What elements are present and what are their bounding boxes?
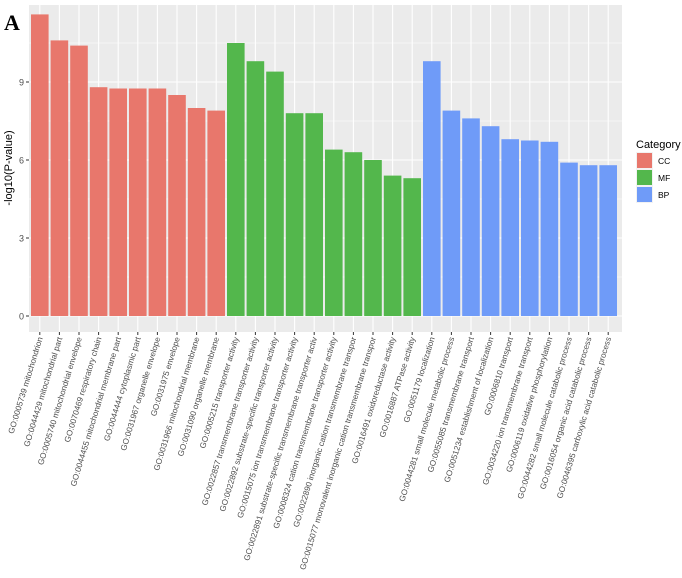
bar [462, 118, 480, 317]
bar [364, 160, 382, 316]
legend-label: BP [658, 190, 670, 200]
bar [285, 113, 304, 316]
bar [266, 71, 284, 316]
y-tick-label: 6 [19, 156, 24, 166]
y-tick-label: 3 [19, 234, 24, 244]
bars [31, 14, 617, 317]
bar [481, 126, 500, 316]
bar [109, 88, 127, 316]
bar [599, 165, 617, 316]
bar [89, 87, 108, 316]
y-axis-title: -log10(P-value) [3, 130, 15, 205]
bar [344, 152, 363, 316]
bar [403, 178, 421, 316]
legend-swatch [637, 153, 652, 168]
bar [168, 95, 186, 316]
bar [31, 14, 49, 317]
bar [148, 88, 167, 316]
bar [70, 45, 88, 316]
bar [560, 162, 578, 316]
bar [207, 110, 225, 316]
bar [579, 165, 598, 316]
y-tick-label: 9 [19, 78, 24, 88]
legend-label: CC [658, 156, 670, 166]
bar [383, 175, 402, 316]
legend-label: MF [658, 173, 670, 183]
legend-swatch [637, 170, 652, 185]
bar [501, 139, 519, 316]
y-axis: 0 3 6 9 [19, 78, 29, 322]
legend-swatch [637, 187, 652, 202]
bar [423, 61, 441, 317]
bar [325, 149, 343, 316]
legend: Category CC MF BP [636, 139, 681, 203]
panel-label: A [4, 10, 20, 35]
bar [305, 113, 323, 316]
legend-title: Category [636, 139, 681, 151]
bar [187, 108, 206, 316]
bar [540, 141, 559, 316]
y-tick-label: 0 [19, 312, 24, 322]
bar [50, 40, 69, 317]
bar [246, 61, 265, 317]
bar [227, 43, 245, 316]
bar [442, 110, 461, 316]
bar [521, 140, 539, 316]
bar [129, 88, 147, 316]
